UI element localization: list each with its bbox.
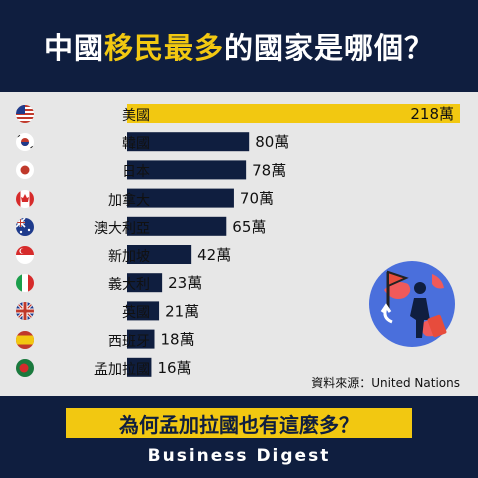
bar-value-label-3: 70萬 [240, 190, 274, 208]
title-part-3: 的國家是哪個？ [224, 31, 435, 65]
bar-6 [127, 273, 163, 293]
category-label-2: 日本 [122, 164, 150, 181]
bar-value-label-6: 23萬 [168, 274, 202, 292]
bar-value-label-8: 18萬 [160, 331, 194, 349]
migration-globe-icon [362, 252, 462, 352]
canada-flag-icon [16, 189, 34, 208]
category-label-0: 美國 [122, 108, 150, 124]
bar-value-label-2: 78萬 [252, 161, 286, 179]
category-label-4: 澳大利亞 [94, 220, 150, 237]
italy-flag-icon [16, 274, 34, 293]
bar-value-label-7: 21萬 [165, 302, 199, 320]
bar-0 [127, 104, 460, 123]
australia-flag-icon [16, 217, 34, 236]
korea-flag-icon [16, 133, 34, 152]
category-label-7: 英國 [122, 305, 150, 322]
us-flag-icon [16, 105, 34, 123]
bangladesh-flag-icon [16, 358, 34, 377]
bar-value-label-0: 218萬 [410, 105, 454, 123]
bar-7 [127, 301, 160, 321]
question-banner: 為何孟加拉國也有這麼多？ [66, 408, 412, 438]
bar-9 [127, 357, 152, 377]
singapore-flag-icon [16, 246, 34, 264]
brand-name: Business Digest [147, 446, 331, 466]
bar-8 [127, 329, 155, 349]
footer: 為何孟加拉國也有這麼多？ Business Digest [0, 396, 478, 478]
bar-value-label-1: 80萬 [255, 133, 289, 151]
bar-5 [127, 245, 192, 264]
category-label-9: 孟加拉國 [94, 361, 150, 378]
chart-panel: 218萬 80萬 78萬 70萬 65萬 42萬 23萬 21萬 18萬 16萬 資料來源：Uni… [0, 92, 478, 396]
title-highlight: 移民最多 [103, 31, 224, 65]
bar-4 [127, 216, 227, 236]
bar-value-label-5: 42萬 [197, 246, 231, 264]
category-label-3: 加拿大 [108, 192, 150, 209]
bar-value-label-4: 65萬 [232, 218, 266, 236]
japan-flag-icon [16, 161, 34, 180]
bar-value-label-9: 16萬 [157, 359, 191, 377]
bar-3 [127, 188, 234, 208]
bar-2 [127, 160, 247, 180]
spain-flag-icon [16, 330, 34, 349]
question-text: 為何孟加拉國也有這麼多？ [119, 412, 359, 437]
source-note: 資料來源：United Nations [311, 376, 460, 390]
category-label-5: 新加坡 [108, 249, 150, 265]
page-title: 中國移民最多的國家是哪個？ [44, 25, 434, 67]
header: 中國移民最多的國家是哪個？ [0, 0, 478, 92]
category-label-1: 韓國 [122, 136, 150, 153]
category-label-8: 西班牙 [108, 333, 150, 350]
title-part-1: 中國 [43, 31, 104, 65]
category-label-6: 義大利 [108, 277, 150, 294]
bar-1 [127, 132, 250, 152]
